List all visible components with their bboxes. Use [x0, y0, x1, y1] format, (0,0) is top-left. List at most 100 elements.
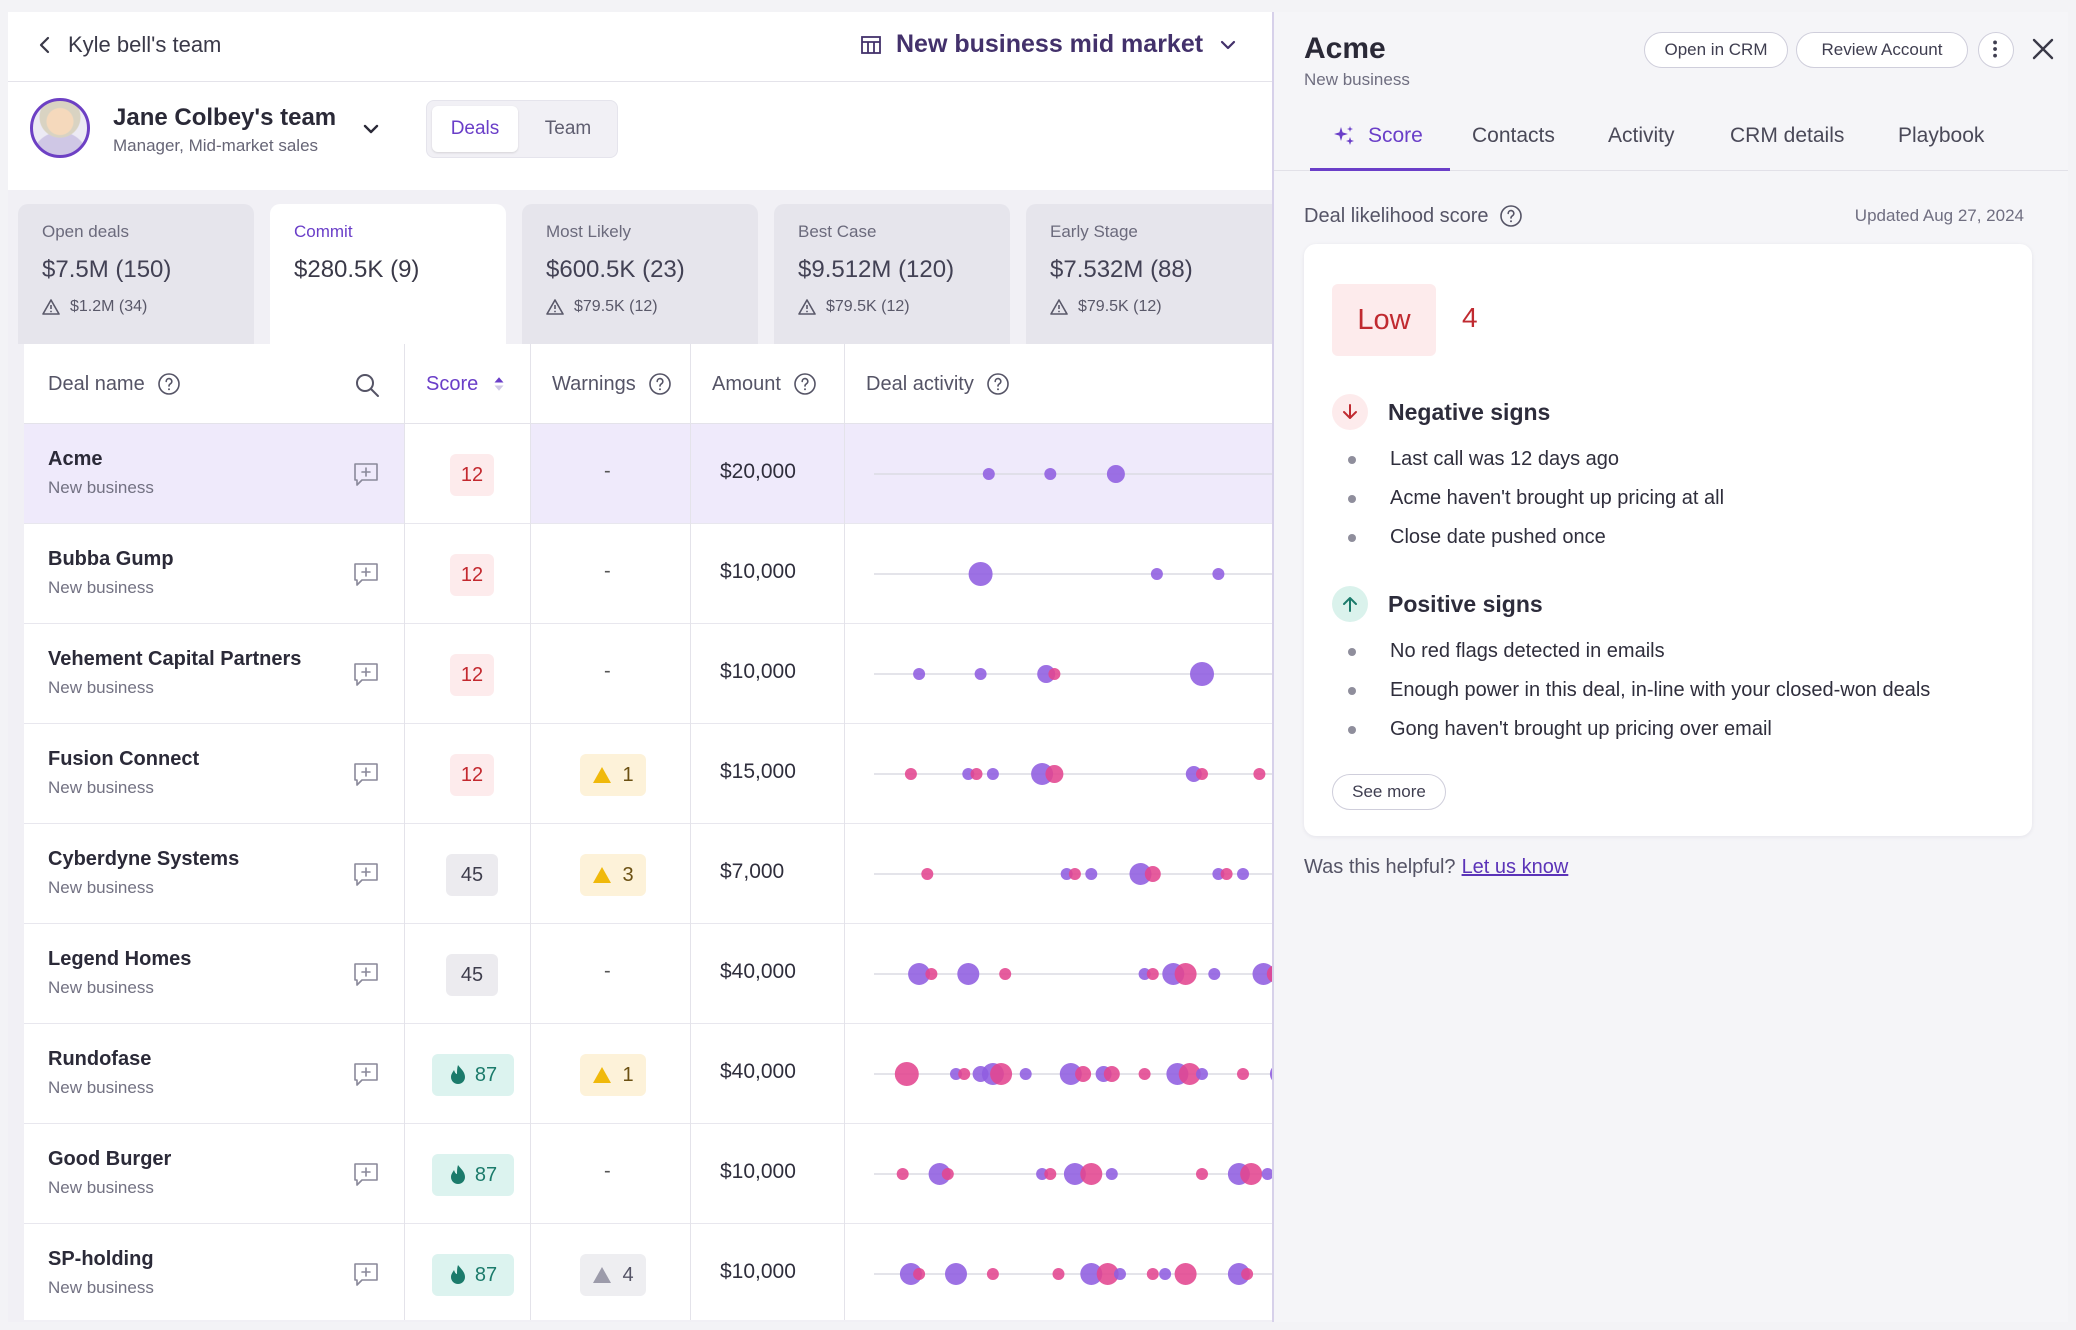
activity-dot-call[interactable] [962, 768, 975, 780]
col-warnings[interactable]: Warnings [552, 344, 672, 424]
warnings-badge[interactable]: 3 [580, 854, 646, 896]
table-row[interactable]: Legend Homes New business 45 - $40,000 [24, 924, 1274, 1024]
help-icon[interactable] [157, 372, 181, 396]
activity-dot-email[interactable] [990, 1063, 1013, 1085]
search-icon[interactable] [354, 372, 380, 398]
activity-dot-call[interactable] [1252, 963, 1275, 985]
activity-dot-email[interactable] [1146, 1268, 1159, 1280]
add-comment-icon[interactable] [352, 660, 380, 688]
activity-dot-email[interactable] [1075, 1066, 1092, 1082]
tab-contacts[interactable]: Contacts [1472, 124, 1555, 147]
tab-score[interactable]: Score [1332, 124, 1423, 148]
activity-dot-call[interactable] [957, 963, 980, 985]
activity-dot-call[interactable] [1196, 1068, 1208, 1080]
activity-dot-call[interactable] [1129, 863, 1152, 885]
help-icon[interactable] [1499, 204, 1523, 228]
back-link[interactable]: Kyle bell's team [36, 32, 221, 58]
activity-dot-call[interactable] [945, 1263, 967, 1285]
table-row[interactable]: Cyberdyne Systems New business 45 3 $7,000 [24, 824, 1274, 924]
toggle-team[interactable]: Team [544, 118, 592, 139]
activity-dot-call[interactable] [1150, 568, 1163, 580]
activity-dot-email[interactable] [1068, 868, 1081, 880]
deal-activity-timeline[interactable] [874, 524, 1274, 624]
activity-dot-email[interactable] [1253, 768, 1266, 780]
activity-dot-call[interactable] [928, 1163, 951, 1185]
deal-activity-timeline[interactable] [874, 1224, 1274, 1320]
activity-dot-call[interactable] [982, 468, 995, 480]
activity-dot-email[interactable] [958, 1068, 971, 1080]
add-comment-icon[interactable] [352, 1060, 380, 1088]
activity-dot-call[interactable] [1261, 1168, 1274, 1180]
activity-dot-call[interactable] [1105, 1168, 1118, 1180]
add-comment-icon[interactable] [352, 960, 380, 988]
more-options-button[interactable] [1978, 32, 2014, 68]
activity-dot-email[interactable] [1174, 1263, 1197, 1285]
activity-dot-email[interactable] [894, 1062, 919, 1086]
activity-dot-email[interactable] [1178, 1063, 1201, 1085]
activity-dot-call[interactable] [899, 1263, 922, 1285]
warnings-badge[interactable]: 1 [580, 754, 646, 796]
activity-dot-email[interactable] [1144, 866, 1161, 882]
deal-name[interactable]: Bubba Gump [48, 548, 174, 570]
deal-name[interactable]: SP-holding [48, 1248, 154, 1270]
activity-dot-call[interactable] [1212, 568, 1225, 580]
activity-dot-email[interactable] [999, 968, 1012, 980]
help-icon[interactable] [986, 372, 1010, 396]
activity-dot-email[interactable] [1096, 1263, 1119, 1285]
add-comment-icon[interactable] [352, 860, 380, 888]
deal-activity-timeline[interactable] [874, 724, 1274, 824]
activity-dot-call[interactable] [1227, 1263, 1250, 1285]
col-score[interactable]: Score [426, 344, 508, 424]
tab-playbook[interactable]: Playbook [1898, 124, 1985, 147]
activity-dot-email[interactable] [1220, 868, 1233, 880]
see-more-button[interactable]: See more [1332, 774, 1446, 810]
activity-dot-email[interactable] [1052, 1268, 1065, 1280]
activity-dot-email[interactable] [896, 1168, 909, 1180]
activity-dot-email[interactable] [1103, 1066, 1120, 1082]
deal-activity-timeline[interactable] [874, 624, 1274, 724]
activity-dot-email[interactable] [1240, 1163, 1263, 1185]
add-comment-icon[interactable] [352, 1160, 380, 1188]
activity-dot-call[interactable] [968, 562, 993, 586]
deal-name[interactable]: Rundofase [48, 1048, 152, 1070]
stat-card-commit[interactable]: Commit $280.5K (9) [270, 204, 506, 344]
add-comment-icon[interactable] [352, 1260, 380, 1288]
deal-name[interactable]: Fusion Connect [48, 748, 200, 770]
warnings-badge[interactable]: 4 [580, 1254, 646, 1296]
activity-dot-email[interactable] [1080, 1163, 1103, 1185]
deal-activity-timeline[interactable] [874, 824, 1274, 924]
activity-dot-email[interactable] [1196, 1168, 1208, 1180]
activity-dot-call[interactable] [1085, 868, 1098, 880]
stat-card-early-stage[interactable]: Early Stage $7.532M (88) $79.5K (12) [1026, 204, 1274, 344]
activity-dot-call[interactable] [1212, 868, 1225, 880]
tab-crm-details[interactable]: CRM details [1730, 124, 1845, 147]
activity-dot-call[interactable] [1080, 1263, 1103, 1285]
activity-dot-email[interactable] [941, 1168, 954, 1180]
activity-dot-email[interactable] [904, 768, 917, 780]
review-account-button[interactable]: Review Account [1796, 32, 1968, 68]
activity-dot-call[interactable] [1063, 1163, 1086, 1185]
activity-dot-call[interactable] [1044, 468, 1057, 480]
activity-dot-call[interactable] [1114, 1268, 1126, 1280]
activity-dot-call[interactable] [1190, 662, 1214, 686]
activity-dot-call[interactable] [974, 668, 987, 680]
deal-activity-timeline[interactable] [874, 424, 1274, 524]
activity-dot-email[interactable] [1138, 1068, 1151, 1080]
table-row[interactable]: Rundofase New business 87 1 $40,000 [24, 1024, 1274, 1124]
add-comment-icon[interactable] [352, 560, 380, 588]
toggle-deals[interactable]: Deals [432, 106, 518, 152]
activity-dot-call[interactable] [1208, 968, 1221, 980]
activity-dot-email[interactable] [925, 968, 938, 980]
activity-dot-email[interactable] [970, 768, 983, 780]
activity-dot-email[interactable] [1146, 968, 1159, 980]
feedback-link[interactable]: Let us know [1461, 856, 1569, 878]
activity-dot-call[interactable] [1059, 1063, 1082, 1085]
open-in-crm-button[interactable]: Open in CRM [1644, 32, 1788, 68]
deal-name[interactable]: Acme [48, 448, 103, 470]
activity-dot-call[interactable] [1036, 1168, 1049, 1180]
col-deal-activity[interactable]: Deal activity [866, 344, 1010, 424]
activity-dot-email[interactable] [986, 1268, 999, 1280]
activity-dot-call[interactable] [1106, 465, 1125, 483]
activity-dot-email[interactable] [1174, 963, 1197, 985]
sort-icon[interactable] [490, 372, 508, 396]
